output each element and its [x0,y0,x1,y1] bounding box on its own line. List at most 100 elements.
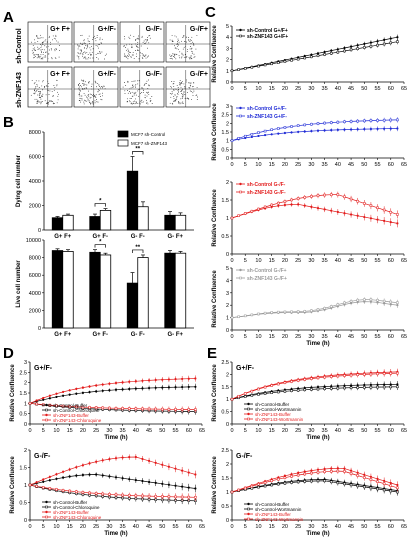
flow-event-dot [188,40,190,42]
x-tick-label: 0 [230,258,233,264]
data-point [396,371,399,375]
data-point [81,386,85,389]
data-point [323,479,326,483]
flow-event-dot [38,87,40,89]
y-tick-label: 1.5 [221,198,229,204]
flow-event-dot [179,82,181,83]
flow-event-dot [104,88,106,90]
x-tick-label: 65 [199,524,205,530]
flow-event-dot [183,56,185,58]
data-point [55,392,58,395]
flow-event-dot [192,51,194,53]
flow-event-dot [98,44,100,45]
data-point [42,478,45,481]
data-point [382,299,386,303]
bar [174,214,187,231]
flow-event-dot [45,94,47,96]
flow-event-dot [50,48,52,50]
flow-event-dot [45,56,47,58]
legend-label: sh-ZNF143-Chloroquine [53,515,102,520]
data-point [323,193,326,197]
data-point [270,62,273,66]
data-point [290,473,293,476]
data-point [88,390,91,394]
flow-event-dot [35,53,37,55]
flow-event-dot [92,101,94,103]
flow-event-dot [186,50,188,52]
legend-marker [45,500,48,504]
flow-event-dot [53,89,55,91]
y-axis-label: Live cell number [16,260,22,308]
flow-event-dot [171,39,173,41]
bar [164,214,176,231]
x-tick-label: 55 [172,524,178,530]
x-tick-label: 0 [230,524,233,530]
legend-marker [45,418,48,422]
y-tick-label: 2.5 [221,448,229,454]
flow-event-dot [37,40,39,42]
data-point [257,485,260,489]
flow-event-dot [47,45,49,47]
data-point [55,404,58,407]
flow-event-dot [148,85,150,86]
data-point [343,195,346,199]
x-tick-label: 0 [230,334,233,340]
significance-star: ** [135,147,140,153]
data-point [283,481,287,485]
data-point [95,390,98,393]
y-tick-label: 0 [226,422,229,428]
flow-event-dot [42,54,44,56]
flow-event-dot [188,87,190,89]
x-tick-label: 0 [230,428,233,434]
data-point [296,57,300,61]
flow-event-dot [178,101,180,102]
data-point [95,460,98,463]
data-point [41,403,45,406]
flow-event-dot [128,51,130,53]
flow-event-dot [127,92,129,94]
x-tick-label: 65 [401,334,407,340]
flow-event-dot [87,100,89,102]
flow-event-dot [132,85,133,87]
data-point [310,469,313,472]
flow-event-dot [52,95,54,96]
flow-event-dot [194,56,196,58]
significance-bracket [132,151,144,155]
flow-event-dot [100,86,102,87]
flow-event-dot [101,38,103,40]
flow-event-dot [83,57,85,59]
flow-event-dot [102,95,103,97]
flow-event-dot [38,95,40,97]
flow-event-dot [138,35,140,37]
flow-event-dot [36,37,38,39]
flow-event-dot [179,103,181,105]
data-point [270,391,273,394]
flow-event-dot [124,38,126,40]
flow-event-dot [42,89,44,91]
data-point [297,203,300,206]
data-point [243,314,247,318]
flow-event-dot [123,55,125,57]
flow-event-dot [169,58,171,59]
flow-event-dot [87,38,89,40]
y-axis-label: Relative Confluence [212,189,218,247]
data-point [323,375,326,379]
x-tick-label: 50 [361,162,367,168]
flow-event-dot [34,90,35,92]
flow-event-dot [136,53,138,55]
data-point [323,387,326,390]
flow-event-dot [125,49,127,51]
flow-event-dot [177,45,179,47]
data-point [343,386,346,390]
x-tick-label: 45 [348,162,354,168]
flow-event-dot [41,95,42,97]
data-point [277,482,280,486]
data-point [134,387,137,390]
flow-event-dot [53,85,55,86]
flow-event-dot [76,55,78,57]
data-point [187,471,190,474]
flow-event-dot [193,90,195,92]
flow-event-dot [182,95,184,97]
legend-label: sh-ZNF143-Chloroquine [53,418,102,423]
data-point [316,468,320,471]
